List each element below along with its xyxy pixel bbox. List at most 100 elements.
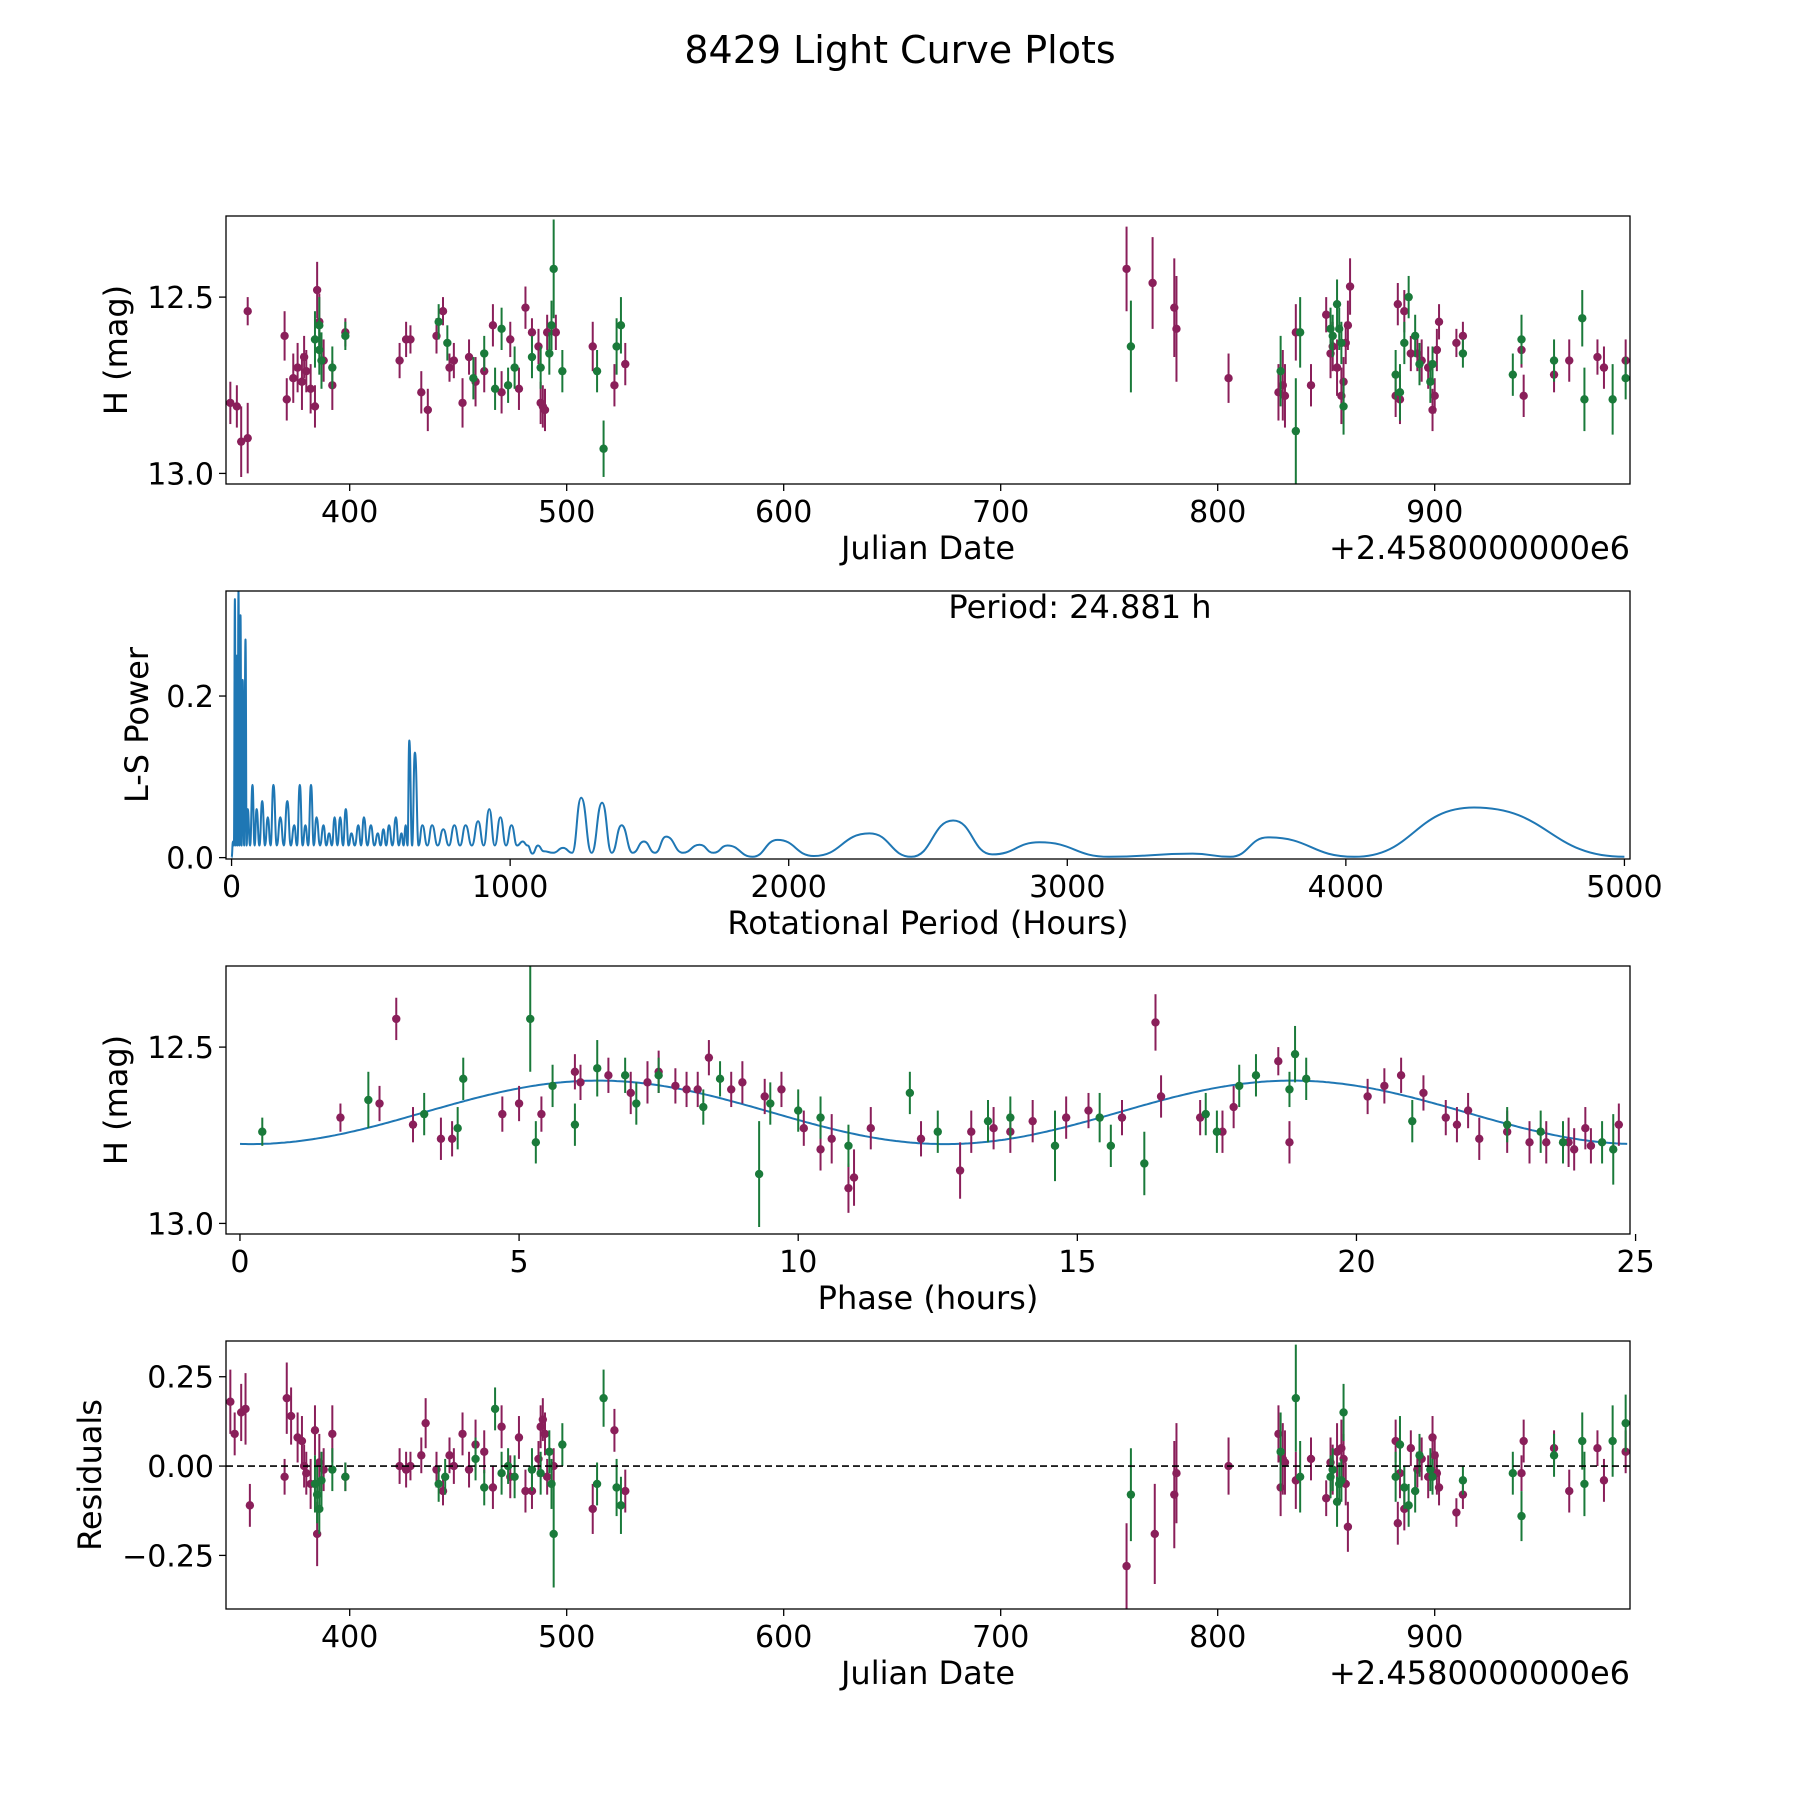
phased-point (816, 1113, 825, 1122)
phased-point (1581, 1124, 1590, 1133)
lightcurve-point (1452, 338, 1461, 348)
residuals-ytick-label: 0.25 (147, 1361, 214, 1396)
phased-xtick-label: 20 (1337, 1245, 1375, 1280)
periodogram-panel: 0 1000 2000 3000 4000 5000 0.0 0.2 Period: 24.8… (118, 588, 1663, 942)
lightcurve-xtick-label: 500 (538, 495, 595, 530)
lightcurve-point (545, 349, 554, 358)
lightcurve-point (1404, 292, 1413, 302)
residuals-point (458, 1429, 467, 1439)
lightcurve-point (1343, 321, 1353, 330)
phased-point (1117, 1113, 1127, 1122)
residuals-point (1599, 1476, 1609, 1485)
phased-point (447, 1134, 457, 1143)
residuals-point (1295, 1472, 1305, 1481)
lightcurve-point (506, 335, 515, 344)
lightcurve-point (293, 363, 302, 372)
residuals-point (395, 1461, 404, 1471)
lightcurve-point (1337, 338, 1346, 348)
lightcurve-point (1430, 391, 1439, 401)
phased-point (816, 1145, 825, 1154)
lightcurve-point (1393, 299, 1403, 309)
phased-point (989, 1124, 998, 1133)
residuals-point (1621, 1447, 1630, 1456)
phased-xlabel: Phase (hours) (818, 1279, 1039, 1317)
residuals-point (545, 1447, 554, 1456)
periodogram-xtick-label: 1000 (472, 870, 548, 905)
lightcurve-point (1321, 310, 1331, 319)
residuals-point (230, 1429, 239, 1439)
phased-point (693, 1085, 702, 1094)
lightcurve-point (1172, 324, 1181, 334)
residuals-panel: 400 500 600 700 800 900 −0.25 0.00 0.25 Julian D… (71, 1340, 1631, 1692)
lightcurve-point (1280, 391, 1290, 401)
phased-ytick-label: 13.0 (147, 1207, 214, 1242)
lightcurve-point (280, 331, 289, 341)
lightcurve-point (540, 405, 550, 415)
phased-point (654, 1071, 663, 1080)
residuals-point (1291, 1393, 1301, 1403)
residuals-point (1519, 1436, 1528, 1446)
lightcurve-point (558, 366, 567, 376)
residuals-point (1126, 1490, 1136, 1499)
residuals-point (1404, 1501, 1413, 1510)
lightcurve-point (1345, 282, 1355, 291)
residuals-point (592, 1479, 602, 1489)
lightcurve-point (1593, 352, 1602, 362)
phased-point (727, 1085, 736, 1094)
lightcurve-point (443, 338, 452, 348)
phased-point (754, 1169, 764, 1179)
lightcurve-point (510, 363, 519, 372)
lightcurve-xtick-label: 800 (1189, 495, 1246, 530)
residuals-xtick-label: 900 (1406, 1620, 1463, 1655)
residuals-point (588, 1504, 597, 1514)
lightcurve-point (232, 402, 242, 411)
residuals-point (1337, 1476, 1346, 1485)
periodogram-ytick-label: 0.0 (166, 842, 214, 877)
phased-point (570, 1120, 580, 1129)
phased-point (1229, 1102, 1238, 1112)
phased-point (849, 1173, 859, 1182)
phased-point (537, 1109, 546, 1119)
residuals-point (245, 1501, 255, 1510)
periodogram-xtick-label: 3000 (1029, 870, 1105, 905)
lightcurve-point (312, 285, 322, 295)
residuals-point (328, 1465, 337, 1474)
lightcurve-point (1332, 299, 1342, 309)
residuals-point (1458, 1476, 1468, 1485)
residuals-point (434, 1479, 443, 1489)
lightcurve-point (549, 264, 558, 274)
period-annotation: Period: 24.881 h (948, 588, 1211, 626)
lightcurve-point (1391, 370, 1400, 379)
lightcurve-point (616, 321, 626, 330)
phased-point (436, 1134, 446, 1143)
lightcurve-point (588, 342, 597, 351)
residuals-point (1328, 1465, 1337, 1474)
residuals-point (297, 1436, 307, 1446)
residuals-point (445, 1451, 454, 1460)
phased-point (1106, 1141, 1116, 1151)
phased-point (453, 1124, 462, 1133)
residuals-ytick-label: −0.25 (122, 1539, 214, 1574)
residuals-point (610, 1426, 619, 1435)
periodogram-line (230, 591, 1625, 859)
lightcurve-point (1339, 402, 1348, 411)
phased-point (1363, 1092, 1372, 1101)
lightcurve-point (503, 381, 513, 390)
residuals-point (1276, 1447, 1285, 1456)
phased-point (1274, 1057, 1283, 1066)
phased-xtick-label: 15 (1058, 1245, 1096, 1280)
lightcurve-point (1291, 426, 1301, 436)
phased-plot-area (239, 966, 1628, 1227)
phased-point (794, 1106, 803, 1115)
lightcurve-point (1306, 381, 1316, 390)
phased-point (336, 1113, 345, 1122)
residuals-point (1428, 1472, 1437, 1481)
lightcurve-point (1276, 366, 1285, 376)
residuals-point (521, 1486, 530, 1496)
phased-point (514, 1099, 524, 1108)
phased-point (593, 1064, 602, 1073)
residuals-point (540, 1429, 550, 1439)
residuals-point (1395, 1440, 1405, 1449)
residuals-point (310, 1426, 320, 1435)
lightcurve-xtick-label: 900 (1406, 495, 1463, 530)
